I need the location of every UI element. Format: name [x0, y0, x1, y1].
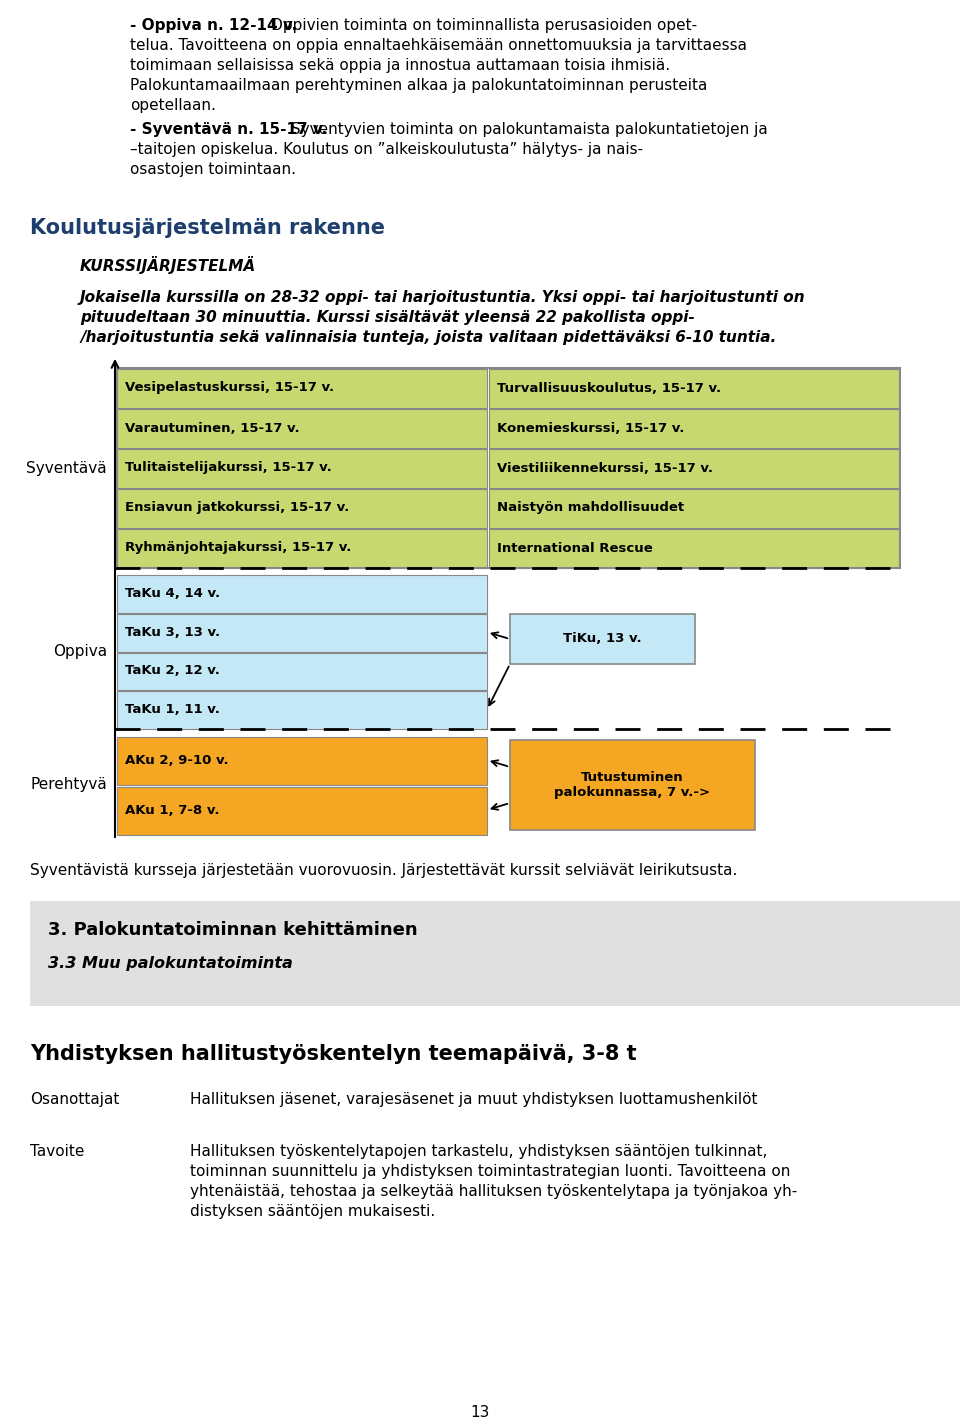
Text: 13: 13: [470, 1406, 490, 1420]
Bar: [510, 614, 695, 664]
Text: Syventävä: Syventävä: [26, 461, 107, 475]
Bar: [117, 529, 487, 568]
Bar: [117, 614, 487, 652]
Text: TaKu 2, 12 v.: TaKu 2, 12 v.: [125, 665, 220, 678]
Text: Osanottajat: Osanottajat: [30, 1092, 119, 1107]
Bar: [117, 788, 487, 835]
Text: International Rescue: International Rescue: [497, 541, 653, 555]
Text: KURSSIJÄRJESTELMÄ: KURSSIJÄRJESTELMÄ: [80, 255, 256, 274]
Bar: [117, 450, 487, 488]
Text: Hallituksen jäsenet, varajesäsenet ja muut yhdistyksen luottamushenkilöt: Hallituksen jäsenet, varajesäsenet ja mu…: [190, 1092, 757, 1107]
Text: osastojen toimintaan.: osastojen toimintaan.: [130, 163, 296, 177]
Text: Oppiva: Oppiva: [53, 644, 107, 659]
Text: opetellaan.: opetellaan.: [130, 98, 216, 113]
Bar: [489, 529, 899, 568]
Text: distyksen sääntöjen mukaisesti.: distyksen sääntöjen mukaisesti.: [190, 1204, 435, 1219]
Text: 3. Palokuntatoiminnan kehittäminen: 3. Palokuntatoiminnan kehittäminen: [48, 920, 418, 939]
Text: Konemieskurssi, 15-17 v.: Konemieskurssi, 15-17 v.: [497, 421, 684, 434]
Text: toiminnan suunnittelu ja yhdistyksen toimintastrategian luonti. Tavoitteena on: toiminnan suunnittelu ja yhdistyksen toi…: [190, 1164, 790, 1179]
Text: TiKu, 13 v.: TiKu, 13 v.: [564, 632, 642, 645]
Text: Syventävistä kursseja järjestetään vuorovuosin. Järjestettävät kurssit selviävät: Syventävistä kursseja järjestetään vuoro…: [30, 863, 737, 878]
Text: 3.3 Muu palokuntatoiminta: 3.3 Muu palokuntatoiminta: [48, 956, 293, 970]
Text: Vesipelastuskurssi, 15-17 v.: Vesipelastuskurssi, 15-17 v.: [125, 381, 334, 394]
Text: - Syventävä n. 15-17 v.: - Syventävä n. 15-17 v.: [130, 121, 327, 137]
Text: Naistyön mahdollisuudet: Naistyön mahdollisuudet: [497, 501, 684, 515]
Text: Tutustuminen
palokunnassa, 7 v.->: Tutustuminen palokunnassa, 7 v.->: [555, 771, 710, 799]
Bar: [489, 489, 899, 528]
Text: Syventyvien toiminta on palokuntamaista palokuntatietojen ja: Syventyvien toiminta on palokuntamaista …: [286, 121, 768, 137]
Text: Varautuminen, 15-17 v.: Varautuminen, 15-17 v.: [125, 421, 300, 434]
Text: Koulutusjärjestelmän rakenne: Koulutusjärjestelmän rakenne: [30, 218, 385, 238]
Bar: [117, 370, 487, 408]
Bar: [489, 370, 899, 408]
Text: Ensiavun jatkokurssi, 15-17 v.: Ensiavun jatkokurssi, 15-17 v.: [125, 501, 349, 515]
Bar: [117, 575, 487, 612]
Text: Viestiliikennekurssi, 15-17 v.: Viestiliikennekurssi, 15-17 v.: [497, 461, 713, 475]
Bar: [117, 489, 487, 528]
Text: –taitojen opiskelua. Koulutus on ”alkeiskoulutusta” hälytys- ja nais-: –taitojen opiskelua. Koulutus on ”alkeis…: [130, 143, 643, 157]
Text: pituudeltaan 30 minuuttia. Kurssi sisältävät yleensä 22 pakollista oppi-: pituudeltaan 30 minuuttia. Kurssi sisält…: [80, 310, 695, 325]
Text: Tulitaistelijakurssi, 15-17 v.: Tulitaistelijakurssi, 15-17 v.: [125, 461, 332, 475]
Bar: [30, 900, 960, 1006]
Text: Hallituksen työskentelytapojen tarkastelu, yhdistyksen sääntöjen tulkinnat,: Hallituksen työskentelytapojen tarkastel…: [190, 1144, 767, 1159]
Bar: [117, 410, 487, 448]
Bar: [117, 368, 900, 568]
Text: TaKu 1, 11 v.: TaKu 1, 11 v.: [125, 704, 220, 716]
Text: TaKu 3, 13 v.: TaKu 3, 13 v.: [125, 625, 220, 639]
Bar: [117, 736, 487, 785]
Text: yhtenäistää, tehostaa ja selkeytää hallituksen työskentelytapa ja työnjakoa yh-: yhtenäistää, tehostaa ja selkeytää halli…: [190, 1184, 797, 1199]
Text: Palokuntamaailmaan perehtyminen alkaa ja palokuntatoiminnan perusteita: Palokuntamaailmaan perehtyminen alkaa ja…: [130, 78, 708, 93]
Text: TaKu 4, 14 v.: TaKu 4, 14 v.: [125, 586, 220, 599]
Bar: [117, 652, 487, 691]
Text: AKu 2, 9-10 v.: AKu 2, 9-10 v.: [125, 753, 228, 766]
Text: Perehtyvä: Perehtyvä: [31, 778, 107, 792]
Text: telua. Tavoitteena on oppia ennaltaehkäisemään onnettomuuksia ja tarvittaessa: telua. Tavoitteena on oppia ennaltaehkäi…: [130, 39, 747, 53]
Text: - Oppiva n. 12-14 v.: - Oppiva n. 12-14 v.: [130, 19, 298, 33]
Text: AKu 1, 7-8 v.: AKu 1, 7-8 v.: [125, 803, 220, 816]
Bar: [117, 691, 487, 729]
Bar: [510, 741, 755, 831]
Text: Oppivien toiminta on toiminnallista perusasioiden opet-: Oppivien toiminta on toiminnallista peru…: [266, 19, 697, 33]
Bar: [489, 410, 899, 448]
Text: Jokaisella kurssilla on 28-32 oppi- tai harjoitustuntia. Yksi oppi- tai harjoitu: Jokaisella kurssilla on 28-32 oppi- tai …: [80, 290, 805, 305]
Text: /harjoitustuntia sekä valinnaisia tunteja, joista valitaan pidettäväksi 6-10 tun: /harjoitustuntia sekä valinnaisia tuntej…: [80, 330, 777, 345]
Text: Yhdistyksen hallitustyöskentelyn teemapäivä, 3-8 t: Yhdistyksen hallitustyöskentelyn teemapä…: [30, 1045, 636, 1065]
Text: Ryhmänjohtajakurssi, 15-17 v.: Ryhmänjohtajakurssi, 15-17 v.: [125, 541, 351, 555]
Text: Turvallisuuskoulutus, 15-17 v.: Turvallisuuskoulutus, 15-17 v.: [497, 381, 721, 394]
Bar: [489, 450, 899, 488]
Text: Tavoite: Tavoite: [30, 1144, 84, 1159]
Text: toimimaan sellaisissa sekä oppia ja innostua auttamaan toisia ihmisiä.: toimimaan sellaisissa sekä oppia ja inno…: [130, 59, 670, 73]
